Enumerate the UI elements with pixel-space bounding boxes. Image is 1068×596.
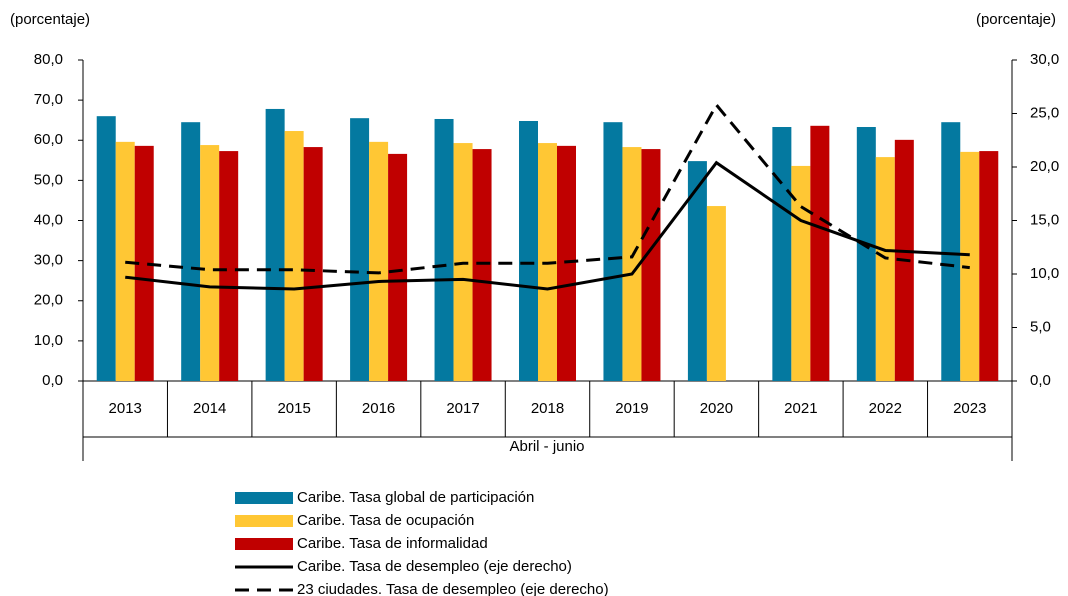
bar [519,120,538,382]
legend-label: Caribe. Tasa de desempleo (eje derecho) [297,558,572,575]
x-tick-label: 2016 [362,400,395,417]
bar [706,206,726,381]
line [125,160,970,291]
x-tick-label: 2014 [193,400,226,417]
y2-tick-label: 5,0 [1030,318,1051,335]
y-tick-label: 10,0 [34,332,63,349]
x-tick-label: 2023 [953,400,986,417]
bar [979,151,999,381]
bar [134,145,154,381]
bar [603,122,623,381]
bar [791,165,811,381]
bar [284,131,304,381]
y-axis-label: (porcentaje) [10,11,90,28]
bar [181,122,201,381]
y-tick-label: 70,0 [34,91,63,108]
y2-tick-label: 20,0 [1030,158,1059,175]
x-tick-label: 2017 [446,400,479,417]
bar [941,122,961,381]
bar [434,118,454,381]
y2-axis-label: (porcentaje) [976,11,1056,28]
bar [856,127,876,381]
bar [875,157,895,381]
bar [96,116,116,382]
y-tick-label: 30,0 [34,252,63,269]
x-tick-label: 2013 [109,400,142,417]
bar [388,153,408,381]
legend-label: Caribe. Tasa de informalidad [297,535,488,552]
y-tick-label: 80,0 [34,51,63,68]
line [125,102,970,275]
bar [472,149,492,381]
legend-swatch [235,515,293,527]
bar [810,125,830,382]
x-tick-label: 2021 [784,400,817,417]
y2-tick-label: 0,0 [1030,372,1051,389]
y-tick-label: 50,0 [34,171,63,188]
y-tick-label: 0,0 [42,372,63,389]
bar [303,147,323,381]
bar [265,108,285,381]
bar [641,149,661,381]
y-tick-label: 40,0 [34,211,63,228]
x-tick-label: 2018 [531,400,564,417]
bar [772,127,792,381]
x-tick-label: 2015 [277,400,310,417]
legend-label: Caribe. Tasa de ocupación [297,512,474,529]
y2-tick-label: 10,0 [1030,265,1059,282]
bar [557,145,576,381]
legend-label: Caribe. Tasa global de participación [297,489,534,506]
legend-swatch [235,538,293,550]
bar [219,151,239,381]
bar [369,141,389,381]
bar [350,118,370,382]
y-tick-label: 20,0 [34,292,63,309]
x-tick-label: 2022 [869,400,902,417]
y2-tick-label: 30,0 [1030,51,1059,68]
bar [687,161,707,381]
x-axis-label: Abril - junio [509,438,584,455]
y2-tick-label: 15,0 [1030,211,1059,228]
y-tick-label: 60,0 [34,131,63,148]
legend-label: 23 ciudades. Tasa de desempleo (eje dere… [297,581,609,596]
x-tick-label: 2019 [615,400,648,417]
x-tick-label: 2020 [700,400,733,417]
bar [115,141,135,381]
bar [200,145,220,381]
y2-tick-label: 25,0 [1030,104,1059,121]
bar [622,147,642,381]
legend-swatch [235,492,293,504]
